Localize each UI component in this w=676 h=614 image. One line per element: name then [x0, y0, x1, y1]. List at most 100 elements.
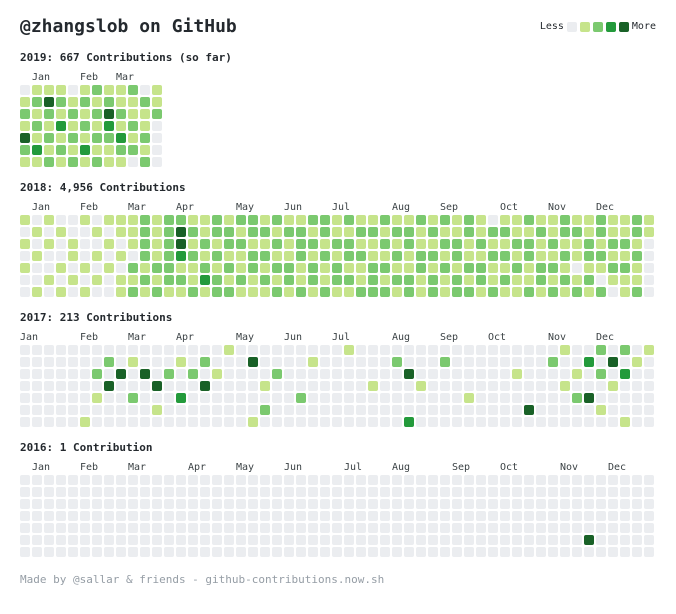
contribution-cell	[452, 393, 462, 403]
contribution-cell	[488, 369, 498, 379]
contribution-cell	[548, 487, 558, 497]
contribution-cell	[164, 547, 174, 557]
contribution-cell	[488, 287, 498, 297]
contribution-cell	[548, 417, 558, 427]
contribution-cell	[296, 475, 306, 485]
contribution-cell	[236, 369, 246, 379]
contribution-cell	[56, 523, 66, 533]
contribution-cell	[332, 275, 342, 285]
contribution-cell	[236, 357, 246, 367]
contribution-cell	[32, 157, 42, 167]
contribution-cell	[56, 157, 66, 167]
contribution-cell	[128, 405, 138, 415]
contribution-cell	[20, 345, 30, 355]
contribution-cell	[152, 547, 162, 557]
contribution-cell	[44, 357, 54, 367]
contribution-cell	[428, 475, 438, 485]
contribution-cell	[392, 263, 402, 273]
contribution-cell	[620, 487, 630, 497]
contribution-cell	[188, 227, 198, 237]
contribution-cell	[260, 523, 270, 533]
contribution-cell	[560, 369, 570, 379]
contribution-cell	[44, 145, 54, 155]
contribution-cell	[236, 263, 246, 273]
contribution-cell	[32, 417, 42, 427]
contribution-cell	[116, 133, 126, 143]
contribution-cell	[320, 487, 330, 497]
contribution-cell	[104, 487, 114, 497]
contribution-cell	[380, 263, 390, 273]
contribution-cell	[596, 239, 606, 249]
contribution-cell	[56, 405, 66, 415]
contribution-cell	[20, 417, 30, 427]
contribution-cell	[644, 417, 654, 427]
contribution-cell	[188, 215, 198, 225]
contribution-cell	[596, 251, 606, 261]
contribution-cell	[608, 499, 618, 509]
contribution-cell	[140, 133, 150, 143]
contribution-cell	[368, 547, 378, 557]
contribution-cell	[284, 535, 294, 545]
contribution-cell	[464, 345, 474, 355]
contribution-cell	[560, 547, 570, 557]
contribution-cell	[608, 357, 618, 367]
contribution-cell	[488, 251, 498, 261]
contribution-cell	[404, 369, 414, 379]
contribution-cell	[560, 511, 570, 521]
contribution-cell	[92, 499, 102, 509]
contribution-cell	[92, 511, 102, 521]
contribution-cell	[80, 263, 90, 273]
contribution-cell	[632, 251, 642, 261]
contribution-cell	[44, 251, 54, 261]
contribution-cell	[140, 251, 150, 261]
contribution-cell	[368, 239, 378, 249]
contribution-cell	[608, 535, 618, 545]
contribution-cell	[416, 251, 426, 261]
contribution-cell	[272, 499, 282, 509]
contribution-cell	[248, 215, 258, 225]
contribution-cell	[44, 239, 54, 249]
contribution-cell	[452, 227, 462, 237]
contribution-cell	[632, 227, 642, 237]
month-label: Apr	[176, 332, 195, 343]
contribution-cell	[188, 345, 198, 355]
contribution-cell	[356, 239, 366, 249]
contribution-cell	[176, 405, 186, 415]
contribution-cell	[68, 287, 78, 297]
contribution-cell	[404, 523, 414, 533]
footer-credit: Made by @sallar & friends - github-contr…	[20, 573, 385, 586]
contribution-cell	[488, 215, 498, 225]
contribution-cell	[452, 369, 462, 379]
contribution-cell	[296, 393, 306, 403]
contribution-cell	[620, 381, 630, 391]
contribution-cell	[428, 547, 438, 557]
month-label: Mar	[128, 462, 147, 473]
contribution-cell	[260, 405, 270, 415]
contribution-cell	[224, 287, 234, 297]
contribution-cell	[584, 381, 594, 391]
legend-swatch	[579, 21, 590, 32]
contribution-cell	[56, 369, 66, 379]
contribution-cell	[56, 227, 66, 237]
contribution-cell	[452, 547, 462, 557]
contribution-cell	[404, 405, 414, 415]
month-label: May	[236, 202, 255, 213]
contribution-cell	[272, 393, 282, 403]
contribution-cell	[644, 369, 654, 379]
contribution-cell	[284, 275, 294, 285]
contribution-cell	[464, 547, 474, 557]
contribution-cell	[356, 275, 366, 285]
contribution-cell	[212, 487, 222, 497]
contribution-cell	[308, 405, 318, 415]
contribution-cell	[404, 357, 414, 367]
contribution-cell	[44, 215, 54, 225]
contribution-cell	[140, 393, 150, 403]
contribution-cell	[128, 523, 138, 533]
contribution-cell	[284, 417, 294, 427]
contribution-cell	[464, 487, 474, 497]
contribution-cell	[560, 251, 570, 261]
contribution-cell	[320, 499, 330, 509]
contribution-cell	[596, 417, 606, 427]
month-label: Jan	[20, 332, 39, 343]
contribution-cell	[32, 369, 42, 379]
